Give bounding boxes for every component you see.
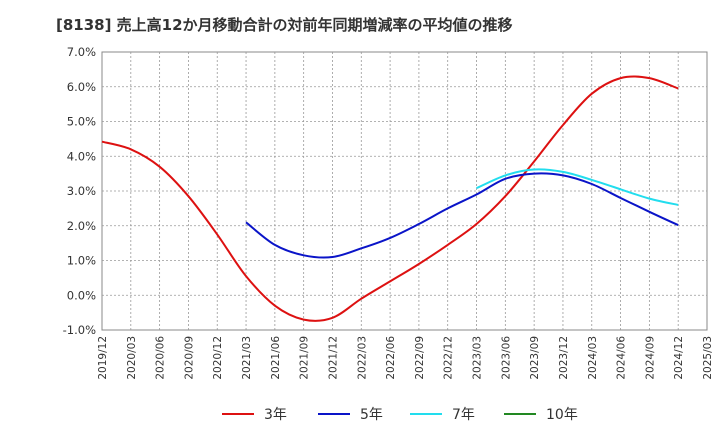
plot-area bbox=[101, 51, 708, 331]
y-tick-label: 7.0% bbox=[67, 45, 96, 59]
x-tick-label: 2023/12 bbox=[558, 336, 570, 380]
x-tick-label: 2022/06 bbox=[385, 336, 397, 380]
x-tick-label: 2023/03 bbox=[472, 336, 484, 380]
x-axis-ticks: 2019/12 2020/03 2020/06 2020/09 2020/12 2021/… bbox=[97, 336, 714, 380]
chart-title: [8138] 売上高12か月移動合計の対前年同期増減率の平均値の推移 bbox=[56, 16, 513, 34]
y-tick-label: 3.0% bbox=[67, 184, 96, 198]
y-tick-label: 4.0% bbox=[67, 149, 96, 163]
x-tick-label: 2020/09 bbox=[183, 336, 195, 380]
series-line-7年 bbox=[476, 168, 679, 206]
y-tick-label: 1.0% bbox=[67, 254, 96, 268]
x-tick-label: 2020/03 bbox=[126, 336, 138, 380]
legend-label: 5年 bbox=[360, 407, 383, 423]
x-tick-label: 2022/12 bbox=[443, 336, 455, 380]
legend: 3年 5年 7年 10年 bbox=[222, 407, 578, 423]
x-tick-label: 2023/06 bbox=[500, 336, 512, 380]
legend-label: 3年 bbox=[264, 407, 287, 423]
x-tick-label: 2023/09 bbox=[529, 336, 541, 380]
x-tick-label: 2020/12 bbox=[212, 336, 224, 380]
y-tick-label: 0.0% bbox=[67, 288, 96, 302]
x-tick-label: 2022/03 bbox=[356, 336, 368, 380]
y-tick-label: -1.0% bbox=[63, 323, 96, 337]
x-tick-label: 2024/03 bbox=[587, 336, 599, 380]
x-tick-label: 2021/03 bbox=[241, 336, 253, 380]
legend-label: 7年 bbox=[452, 407, 475, 423]
x-tick-label: 2021/12 bbox=[327, 336, 339, 380]
x-tick-label: 2024/09 bbox=[644, 336, 656, 380]
x-tick-label: 2019/12 bbox=[97, 336, 109, 380]
y-axis-ticks: 7.0% 6.0% 5.0% 4.0% 3.0% 2.0% 1.0% 0.0% -1.0% bbox=[63, 45, 96, 337]
x-tick-label: 2024/06 bbox=[616, 336, 628, 380]
x-tick-label: 2024/12 bbox=[673, 336, 685, 380]
x-tick-label: 2020/06 bbox=[155, 336, 167, 380]
y-tick-label: 5.0% bbox=[67, 115, 96, 129]
x-tick-label: 2025/03 bbox=[702, 336, 714, 380]
y-tick-label: 2.0% bbox=[67, 219, 96, 233]
series-line-3年 bbox=[101, 75, 679, 322]
series-lines bbox=[101, 75, 679, 322]
series-line-5年 bbox=[245, 172, 679, 259]
legend-label: 10年 bbox=[546, 407, 578, 423]
x-tick-label: 2021/06 bbox=[270, 336, 282, 380]
y-tick-label: 6.0% bbox=[67, 80, 96, 94]
x-tick-label: 2021/09 bbox=[299, 336, 311, 380]
x-tick-label: 2022/09 bbox=[414, 336, 426, 380]
